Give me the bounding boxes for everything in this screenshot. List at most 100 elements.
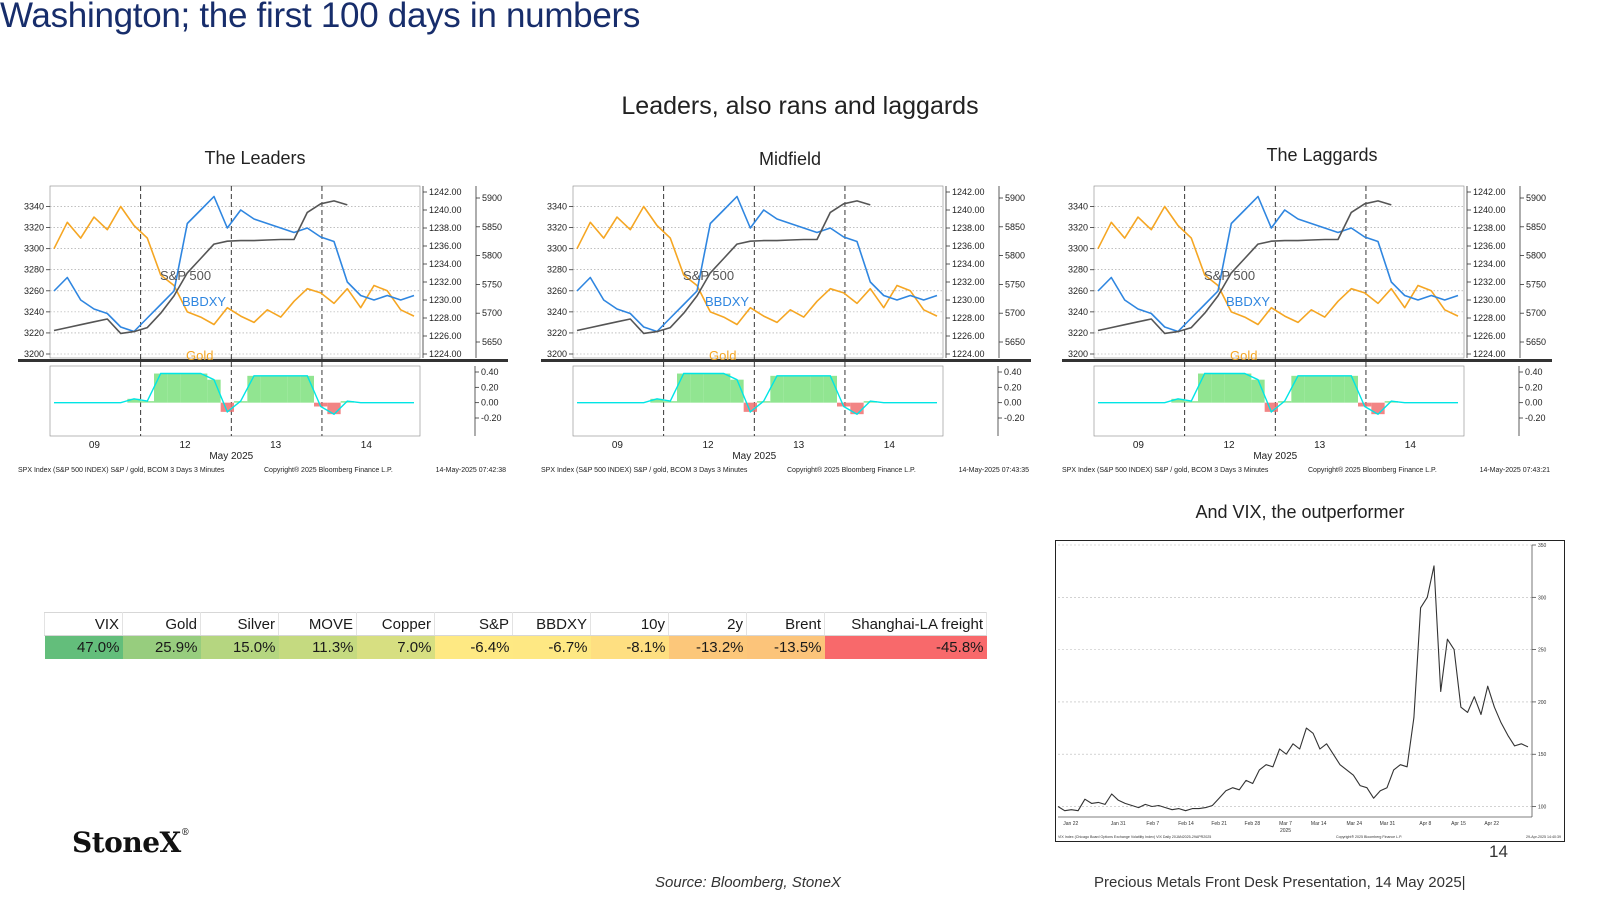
left-axis-label: 3260 (1068, 286, 1088, 296)
right-axis-1-label: 1236.00 (952, 241, 985, 251)
performance-value-cell: -8.1% (590, 635, 669, 659)
left-axis-label: 3320 (1068, 223, 1088, 233)
vix-x-label: Feb 21 (1211, 821, 1227, 827)
x-axis-label: 12 (179, 440, 191, 451)
series-label: Gold (709, 348, 736, 363)
indicator-bar (140, 401, 154, 403)
series-line-gold (53, 205, 415, 326)
left-axis-label: 3260 (24, 286, 44, 296)
left-axis-label: 3240 (547, 307, 567, 317)
indicator-bar (314, 402, 328, 407)
right-axis-1-label: 1236.00 (429, 241, 462, 251)
series-line-bbdxy (53, 195, 415, 333)
vix-x-label: Apr 22 (1484, 821, 1499, 827)
lower-plot-area (572, 365, 944, 437)
x-axis-label: 09 (612, 440, 624, 451)
chart-svg: 3340 3320 3300 3280 3260 3240 3220 3200 1242.00 1… (1062, 185, 1552, 474)
series-label: BBDXY (705, 294, 749, 309)
chart-timestamp: 14-May-2025 07:43:35 (959, 467, 1030, 474)
indicator-bar (154, 373, 168, 403)
left-axis-label: 3340 (1068, 202, 1088, 212)
right-axis-2-label: 5900 (1005, 193, 1025, 203)
vix-x-caption: 2025 (1280, 828, 1291, 834)
performance-header-cell: Gold (122, 612, 201, 636)
right-axis-2-label: 5900 (1526, 193, 1546, 203)
lower-axis-label: -0.20 (1525, 413, 1546, 423)
left-axis-label: 3200 (1068, 349, 1088, 359)
indicator-bar (810, 375, 824, 403)
vix-x-label: Feb 28 (1245, 821, 1261, 827)
right-axis-1-label: 1242.00 (952, 187, 985, 197)
vix-y-label: 200 (1538, 700, 1547, 706)
vix-x-label: Jan 22 (1063, 821, 1078, 827)
logo-registered-mark: ® (180, 828, 190, 838)
right-axis-2-label: 5850 (1005, 222, 1025, 232)
vix-x-label: Feb 14 (1178, 821, 1194, 827)
upper-plot-area (1093, 185, 1465, 359)
page-title: Washington; the first 100 days in number… (0, 0, 641, 35)
left-axis-label: 3200 (24, 349, 44, 359)
left-axis-label: 3260 (547, 286, 567, 296)
indicator-bar (1291, 375, 1305, 403)
indicator-line (1098, 372, 1458, 416)
indicator-bar (783, 375, 797, 403)
panel-separator (1062, 359, 1552, 362)
series-label: BBDXY (182, 294, 226, 309)
left-axis-label: 3280 (24, 265, 44, 275)
right-axis-1-label: 1240.00 (1473, 205, 1506, 215)
x-axis-label: 14 (1405, 440, 1417, 451)
right-axis-2-label: 5650 (1005, 337, 1025, 347)
performance-value-cell: 15.0% (200, 635, 279, 659)
left-axis-label: 3300 (547, 244, 567, 254)
right-axis-1-label: 1242.00 (1473, 187, 1506, 197)
indicator-bar (743, 402, 757, 412)
performance-value-cell: -6.4% (434, 635, 513, 659)
indicator-bar (663, 401, 677, 403)
right-axis-1-label: 1240.00 (952, 205, 985, 215)
panel-separator (541, 359, 1031, 362)
performance-value-cell: -13.5% (746, 635, 825, 659)
lower-axis-label: 0.00 (1525, 398, 1543, 408)
right-axis-2-label: 5850 (482, 222, 502, 232)
vix-x-label: Mar 7 (1279, 821, 1292, 827)
series-label: S&P 500 (1204, 268, 1255, 283)
right-axis-1-label: 1230.00 (952, 295, 985, 305)
series-line-bbdxy (576, 195, 938, 333)
right-axis-2-label: 5700 (482, 308, 502, 318)
right-axis-1-label: 1230.00 (1473, 295, 1506, 305)
vix-footnote: VIX Index (Chicago Board Options Exchang… (1058, 835, 1211, 839)
vix-y-label: 250 (1538, 648, 1547, 654)
series-line-gold (576, 205, 938, 326)
chart-timestamp: 14-May-2025 07:42:38 (436, 467, 507, 474)
x-axis-label: 13 (793, 440, 805, 451)
chart-footnote: SPX Index (S&P 500 INDEX) S&P / gold, BC… (1062, 467, 1269, 474)
x-axis-caption: May 2025 (1253, 451, 1297, 462)
performance-header-cell: MOVE (278, 612, 357, 636)
x-axis-label: 14 (884, 440, 896, 451)
indicator-bar (690, 373, 704, 403)
series-line-s-p-500 (53, 200, 348, 335)
performance-header-cell: Silver (200, 612, 279, 636)
performance-header-cell: 2y (668, 612, 747, 636)
lower-axis-label: -0.20 (1004, 413, 1025, 423)
right-axis-1-label: 1224.00 (952, 349, 985, 359)
right-axis-1-label: 1234.00 (429, 259, 462, 269)
source-note: Source: Bloomberg, StoneX (655, 874, 841, 891)
vix-x-label: Apr 8 (1419, 821, 1431, 827)
vix-copyright: Copyright® 2025 Bloomberg Finance L.P. (1336, 835, 1402, 839)
chart-timestamp: 14-May-2025 07:43:21 (1480, 467, 1551, 474)
right-axis-1-label: 1232.00 (952, 277, 985, 287)
indicator-bar (717, 373, 731, 403)
performance-value-cell: 11.3% (278, 635, 357, 659)
series-label: Gold (1230, 348, 1257, 363)
performance-value-cell: -13.2% (668, 635, 747, 659)
series-line-bbdxy (1097, 195, 1459, 333)
x-axis-caption: May 2025 (732, 451, 776, 462)
indicator-bar (260, 375, 274, 403)
lower-axis-label: 0.20 (1525, 382, 1543, 392)
chart-copyright: Copyright® 2025 Bloomberg Finance L.P. (1308, 466, 1437, 474)
indicator-line (54, 372, 414, 416)
vix-y-label: 300 (1538, 595, 1547, 601)
indicator-bar (220, 402, 234, 412)
left-axis-label: 3320 (24, 223, 44, 233)
